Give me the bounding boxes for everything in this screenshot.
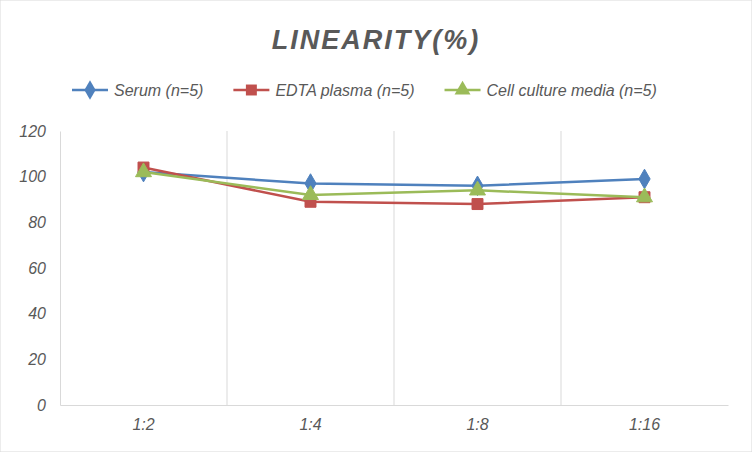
chart: LINEARITY(%) 0 20 40 60 80 100 120 1:2 1:4 1:8 1:16…: [0, 0, 752, 452]
x-tick: 1:4: [299, 405, 321, 433]
category-divider: [394, 131, 395, 405]
y-tick-label: 120: [19, 123, 46, 140]
series-marker: [639, 169, 650, 189]
y-axis: 0 20 40 60 80 100 120: [19, 123, 60, 414]
legend-label: Serum (n=5): [114, 82, 203, 99]
x-tick: 1:8: [466, 405, 488, 433]
legend-item: EDTA plasma (n=5): [233, 82, 414, 99]
x-axis-line: [61, 405, 729, 406]
legend-marker: [84, 80, 95, 100]
category-divider: [227, 131, 228, 405]
y-tick-label: 60: [28, 260, 46, 277]
background: [0, 0, 752, 452]
series-line: [144, 168, 645, 205]
title: LINEARITY(%): [272, 25, 481, 55]
series-line: [144, 172, 645, 197]
series-marker: [136, 163, 152, 177]
y-tick-label: 100: [19, 168, 46, 185]
x-tick-label: 1:8: [466, 416, 488, 433]
y-tick: 20: [27, 351, 60, 368]
legend-item: Serum (n=5): [72, 80, 203, 100]
legend-marker: [246, 85, 257, 96]
y-tick: 80: [28, 214, 60, 231]
x-tick-label: 1:16: [629, 416, 660, 433]
y-tick-label: 40: [28, 305, 46, 322]
x-tick-label: 1:2: [132, 416, 154, 433]
y-tick: 0: [37, 397, 60, 414]
y-axis-line: [60, 132, 61, 406]
x-tick-label: 1:4: [299, 416, 321, 433]
y-tick: 120: [19, 123, 60, 140]
series-marker: [303, 186, 319, 200]
x-axis: 1:2 1:4 1:8 1:16: [61, 405, 729, 433]
y-tick-label: 0: [37, 397, 46, 414]
series-marker: [637, 188, 653, 202]
x-tick: 1:16: [629, 405, 660, 433]
y-tick-label: 20: [27, 351, 46, 368]
y-tick: 100: [19, 168, 60, 185]
legend: Serum (n=5) EDTA plasma (n=5) Cell culture…: [72, 80, 657, 100]
series-marker: [472, 199, 483, 210]
legend-item: Cell culture media (n=5): [445, 81, 657, 99]
y-tick: 60: [28, 260, 60, 277]
legend-marker: [455, 81, 471, 95]
x-tick: 1:2: [132, 405, 154, 433]
y-tick-label: 80: [28, 214, 46, 231]
legend-label: EDTA plasma (n=5): [275, 82, 414, 99]
series-marker: [470, 181, 486, 195]
plot-marks: [136, 162, 653, 209]
grid: [227, 131, 561, 405]
category-divider: [561, 131, 562, 405]
y-tick: 40: [28, 305, 60, 322]
legend-label: Cell culture media (n=5): [487, 82, 657, 99]
